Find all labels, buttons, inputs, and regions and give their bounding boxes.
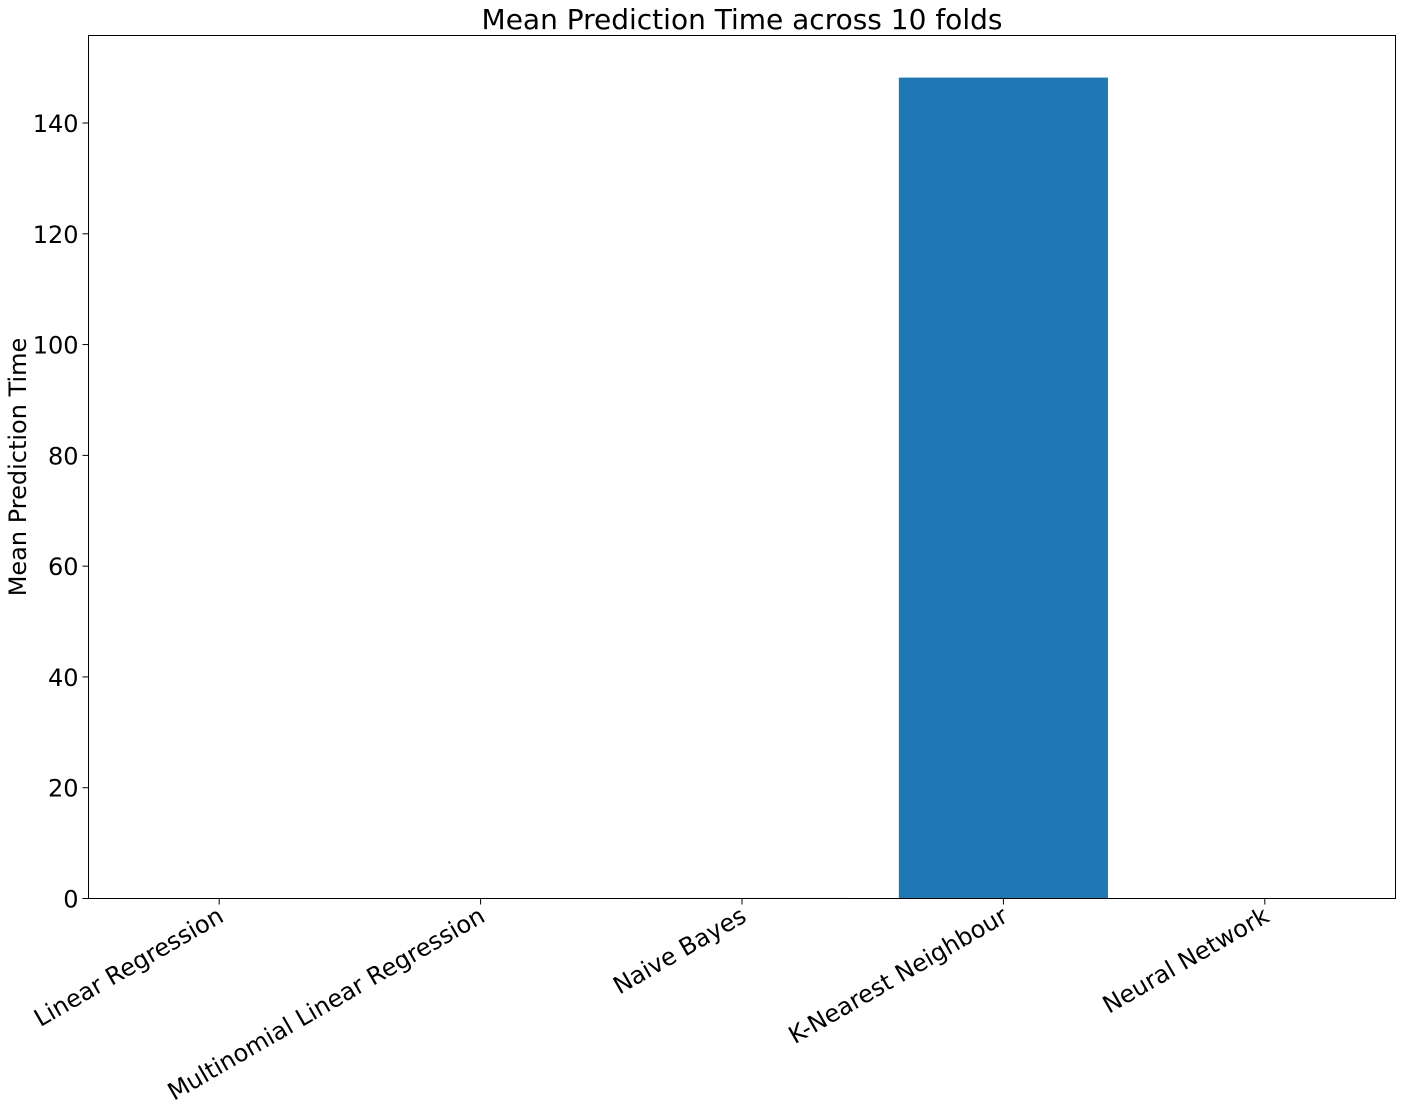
- bar-3: [898, 77, 1108, 899]
- x-tick-label-0: Linear Regression: [29, 901, 228, 1032]
- y-axis-ticks: 0 20 40 60 80 100 120 140: [33, 110, 89, 914]
- y-tick-label-5: 100: [33, 332, 79, 360]
- y-tick-label-3: 60: [48, 553, 79, 581]
- chart-title: Mean Prediction Time across 10 folds: [482, 3, 1003, 36]
- x-tick-label-2: Naive Bayes: [608, 901, 751, 1000]
- plot-frame: [88, 35, 1396, 899]
- y-tick-label-2: 40: [48, 664, 79, 692]
- y-tick-label-6: 120: [33, 221, 79, 249]
- bars-group: [114, 77, 1370, 899]
- y-axis-label: Mean Prediction Time: [4, 338, 32, 597]
- y-tick-label-0: 0: [63, 886, 78, 914]
- y-tick-label-4: 80: [48, 442, 79, 470]
- x-tick-label-4: Neural Network: [1098, 901, 1274, 1019]
- y-tick-label-7: 140: [33, 110, 79, 138]
- x-tick-label-3: K-Nearest Neighbour: [784, 901, 1013, 1049]
- y-tick-label-1: 20: [48, 775, 79, 803]
